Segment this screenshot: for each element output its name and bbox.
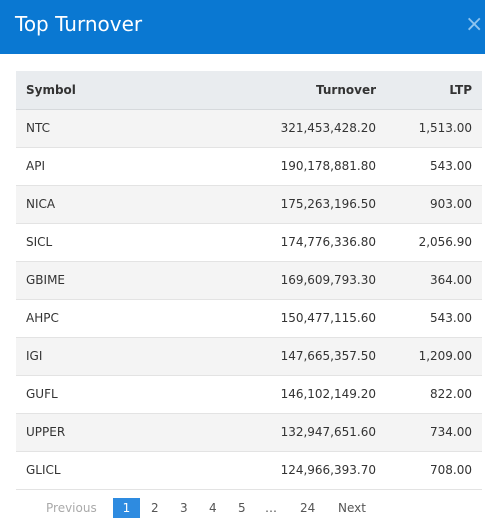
- cell-symbol: IGI: [26, 349, 43, 363]
- modal-header: Top Turnover ×: [0, 0, 485, 54]
- cell-turnover: 146,102,149.20: [280, 387, 376, 401]
- cell-turnover: 174,776,336.80: [280, 235, 376, 249]
- table-row[interactable]: API 190,178,881.80 543.00: [16, 147, 482, 185]
- cell-ltp: 1,209.00: [418, 349, 472, 363]
- pagination-ellipsis: …: [265, 501, 277, 515]
- cell-symbol: SICL: [26, 235, 53, 249]
- cell-ltp: 364.00: [430, 273, 472, 287]
- cell-symbol: GLICL: [26, 463, 61, 477]
- column-header-ltp[interactable]: LTP: [449, 82, 472, 97]
- cell-ltp: 2,056.90: [418, 235, 472, 249]
- pagination-page-1[interactable]: 1: [113, 498, 140, 518]
- table-row[interactable]: SICL 174,776,336.80 2,056.90: [16, 223, 482, 261]
- table-row[interactable]: UPPER 132,947,651.60 734.00: [16, 413, 482, 451]
- cell-ltp: 734.00: [430, 425, 472, 439]
- column-header-turnover[interactable]: Turnover: [316, 82, 376, 97]
- cell-symbol: AHPC: [26, 311, 59, 325]
- cell-ltp: 708.00: [430, 463, 472, 477]
- modal-title: Top Turnover: [15, 12, 143, 36]
- table-row[interactable]: GLICL 124,966,393.70 708.00: [16, 451, 482, 489]
- pagination-page-last[interactable]: 24: [300, 501, 316, 515]
- pagination-page-5[interactable]: 5: [238, 501, 246, 515]
- cell-symbol: GUFL: [26, 387, 58, 401]
- table-row[interactable]: IGI 147,665,357.50 1,209.00: [16, 337, 482, 375]
- cell-turnover: 132,947,651.60: [280, 425, 376, 439]
- cell-turnover: 150,477,115.60: [280, 311, 376, 325]
- close-icon[interactable]: ×: [465, 12, 484, 37]
- cell-turnover: 190,178,881.80: [280, 159, 376, 173]
- cell-ltp: 543.00: [430, 311, 472, 325]
- table-row[interactable]: AHPC 150,477,115.60 543.00: [16, 299, 482, 337]
- cell-turnover: 169,609,793.30: [280, 273, 376, 287]
- cell-turnover: 124,966,393.70: [280, 463, 376, 477]
- table-row[interactable]: GUFL 146,102,149.20 822.00: [16, 375, 482, 413]
- cell-symbol: GBIME: [26, 273, 66, 287]
- pagination-page-4[interactable]: 4: [209, 501, 217, 515]
- table-header-row: Symbol Turnover LTP: [16, 71, 482, 109]
- cell-ltp: 903.00: [430, 197, 472, 211]
- cell-turnover: 147,665,357.50: [280, 349, 376, 363]
- cell-symbol: NTC: [26, 121, 50, 135]
- cell-ltp: 1,513.00: [418, 121, 472, 135]
- turnover-table-container: Symbol Turnover LTP NTC 321,453,428.20 1…: [16, 71, 482, 490]
- pagination-next[interactable]: Next: [338, 501, 366, 515]
- cell-ltp: 822.00: [430, 387, 472, 401]
- turnover-table: Symbol Turnover LTP NTC 321,453,428.20 1…: [16, 71, 482, 490]
- cell-ltp: 543.00: [430, 159, 472, 173]
- cell-symbol: UPPER: [26, 425, 66, 439]
- pagination-page-3[interactable]: 3: [180, 501, 188, 515]
- pagination: Previous 1 2 3 4 5 … 24 Next: [0, 498, 485, 518]
- cell-turnover: 321,453,428.20: [280, 121, 376, 135]
- cell-symbol: NICA: [26, 197, 56, 211]
- pagination-page-2[interactable]: 2: [151, 501, 159, 515]
- table-row[interactable]: NTC 321,453,428.20 1,513.00: [16, 109, 482, 147]
- column-header-symbol[interactable]: Symbol: [26, 82, 76, 97]
- table-row[interactable]: NICA 175,263,196.50 903.00: [16, 185, 482, 223]
- cell-turnover: 175,263,196.50: [280, 197, 376, 211]
- table-row[interactable]: GBIME 169,609,793.30 364.00: [16, 261, 482, 299]
- pagination-previous[interactable]: Previous: [46, 501, 97, 515]
- cell-symbol: API: [26, 159, 45, 173]
